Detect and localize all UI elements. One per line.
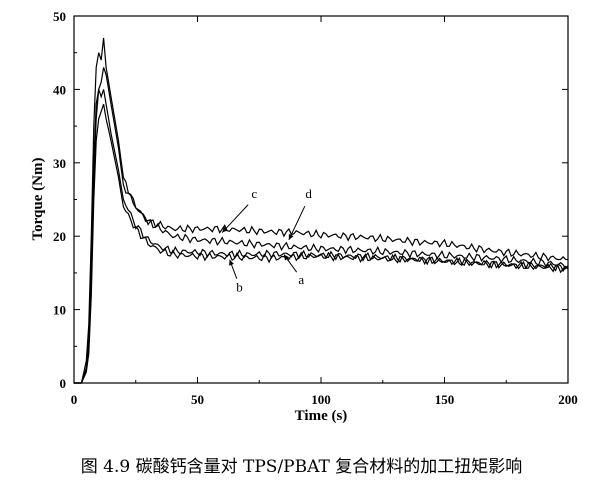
figure-caption: 图 4.9 碳酸钙含量对 TPS/PBAT 复合材料的加工扭矩影响 [80,457,523,477]
y-tick-label: 30 [53,156,66,171]
y-axis-title: Torque (Nm) [30,158,46,241]
x-tick-label: 50 [191,392,204,407]
y-tick-label: 50 [53,9,66,24]
torque-chart: 0 50 100 150 200 0 10 20 30 40 50 a b c d Time (s) To… [30,9,578,424]
series-line-c [74,37,569,384]
annotation-label-a: a [298,272,304,287]
y-tick-label: 0 [60,376,67,391]
annotation-arrowhead-c [222,226,228,233]
annotation-arrow-d [288,205,306,241]
x-tick-label: 0 [71,392,78,407]
annotation-label-b: b [236,279,243,294]
annotation-label-d: d [305,186,312,201]
y-tick-label: 20 [53,229,66,244]
annotation-arrowhead-d [288,233,294,240]
plot-frame [73,15,569,384]
annotation-label-c: c [251,186,257,201]
x-tick-label: 100 [311,392,331,407]
series-line-d [74,89,569,384]
annotation-arrow-c [221,204,249,233]
x-tick-label: 200 [558,392,578,407]
series-line-b [74,103,569,384]
x-axis-title: Time (s) [295,408,348,424]
annotation-arrowhead-a [283,254,290,261]
x-tick-label: 150 [435,392,455,407]
annotation-arrowhead-b [229,259,234,266]
y-tick-label: 40 [53,82,66,97]
y-tick-label: 10 [53,303,66,318]
